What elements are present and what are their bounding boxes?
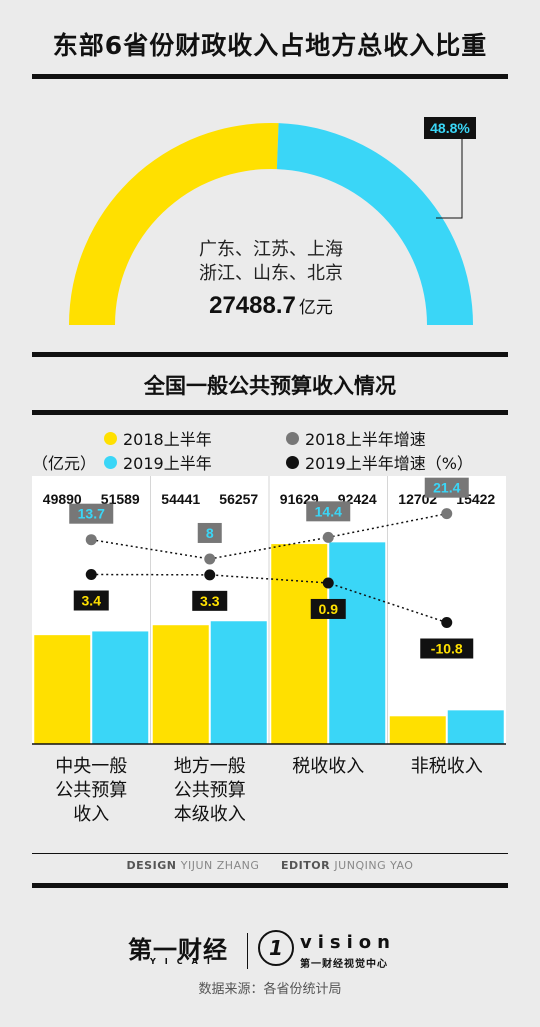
growth-point-2018 <box>204 553 216 565</box>
legend-growth-2018: 2018上半年增速 <box>286 426 426 450</box>
bar-2019 <box>329 542 386 744</box>
bar-2018 <box>34 635 91 744</box>
legend-label-2018: 2018上半年 <box>123 430 212 449</box>
growth-point-2018 <box>322 531 334 543</box>
logo-divider <box>247 933 248 969</box>
growth-point-2018 <box>441 508 453 520</box>
category-label: 地方一般 <box>174 756 246 777</box>
bar-value-label: 49890 <box>43 491 82 507</box>
bar-2018 <box>389 716 446 744</box>
callout-line <box>436 127 463 219</box>
editor-name: JUNQING YAO <box>334 859 414 872</box>
growth-label-box-2019 <box>192 590 228 611</box>
growth-label-2019: 0.9 <box>319 601 339 617</box>
growth-label-box-2018 <box>69 503 114 524</box>
growth-line-2018 <box>91 512 447 560</box>
bar-value-label: 51589 <box>101 491 140 507</box>
bar-2018 <box>271 544 328 744</box>
credits: DESIGN YIJUN ZHANG EDITOR JUNQING YAO <box>0 859 540 872</box>
share-label: 48.8% <box>430 120 470 136</box>
growth-point-2019 <box>85 569 97 581</box>
category-label: 收入 <box>73 804 109 825</box>
section-rule <box>32 352 508 357</box>
provinces-line-2: 浙江、山东、北京 <box>199 263 343 284</box>
editor-label: EDITOR <box>281 859 331 872</box>
share-label-box <box>424 117 476 139</box>
section-title-rule <box>32 410 508 415</box>
category-label: 非税收入 <box>411 756 483 777</box>
growth-label-box-2019 <box>310 598 346 619</box>
growth-label-2018: 14.4 <box>315 503 342 519</box>
category-label: 本级收入 <box>174 804 246 825</box>
growth-label-2019: 3.3 <box>200 593 220 609</box>
vision-logo: vision <box>300 932 396 953</box>
legend-swatch-yellow <box>104 431 117 445</box>
total-revenue: 27488.7 亿元 <box>209 292 333 319</box>
growth-label-box-2018 <box>424 477 469 498</box>
legend-growth-2019: 2019上半年增速（%） <box>286 450 473 474</box>
legend-unit: （亿元） <box>32 454 97 473</box>
growth-label-2018: 13.7 <box>78 506 105 522</box>
yicai-logo: 第一财经 <box>128 936 228 964</box>
growth-label-2018: 8 <box>206 525 214 541</box>
bar-2019 <box>210 621 267 744</box>
design-label: DESIGN <box>126 859 177 872</box>
growth-label-box-2019 <box>73 590 109 611</box>
credits-rule <box>32 853 508 854</box>
growth-label-box-2018 <box>197 522 222 543</box>
growth-label-2019: -10.8 <box>431 641 463 657</box>
legend-swatch-gray <box>286 431 299 445</box>
growth-label-box-2018 <box>306 501 351 522</box>
share-donut: 48.8% 广东、江苏、上海 浙江、山东、北京 27488.7 亿元 <box>69 117 476 325</box>
page-title: 东部6省份财政收入占地方总收入比重 <box>52 31 488 60</box>
yicai-logo-en: YICAI <box>150 957 219 966</box>
legend-swatch-cyan <box>104 455 117 469</box>
donut-segment-others <box>69 122 279 325</box>
bar-2018 <box>152 625 209 744</box>
bar-2019 <box>447 710 504 744</box>
total-unit: 亿元 <box>299 298 333 318</box>
bar-value-label: 56257 <box>219 491 258 507</box>
category-label: 公共预算 <box>55 780 127 801</box>
legend-label-2019: 2019上半年 <box>123 454 212 473</box>
growth-label-box-2019 <box>420 638 474 659</box>
legend-label-growth-2018: 2018上半年增速 <box>305 430 426 449</box>
vision-mark-icon: 1 <box>258 930 294 966</box>
footer-rule <box>32 883 508 888</box>
provinces-line-1: 广东、江苏、上海 <box>199 239 343 260</box>
growth-point-2019 <box>204 569 216 581</box>
donut-segment-east6 <box>276 123 473 325</box>
legend-swatch-black <box>286 455 299 469</box>
category-label: 中央一般 <box>55 756 127 777</box>
bar-value-label: 54441 <box>161 491 200 507</box>
legend-2018: 2018上半年 <box>104 426 212 450</box>
growth-point-2018 <box>85 534 97 546</box>
growth-label-2018: 21.4 <box>433 480 460 496</box>
category-label: 公共预算 <box>174 780 246 801</box>
growth-label-2019: 3.4 <box>82 593 102 609</box>
title-rule <box>32 74 508 79</box>
legend-label-growth-2019: 2019上半年增速（%） <box>305 454 473 473</box>
design-name: YIJUN ZHANG <box>180 859 260 872</box>
category-label: 税收收入 <box>292 756 364 777</box>
growth-point-2019 <box>441 617 453 629</box>
data-source: 数据来源：各省份统计局 <box>198 982 342 997</box>
growth-point-2019 <box>322 577 334 589</box>
vision-logo-cn: 第一财经视觉中心 <box>300 959 388 970</box>
section-title: 全国一般公共预算收入情况 <box>144 374 396 398</box>
legend-2019: 2019上半年 <box>104 450 212 474</box>
bar-2019 <box>92 631 149 744</box>
total-value: 27488.7 <box>209 292 296 319</box>
